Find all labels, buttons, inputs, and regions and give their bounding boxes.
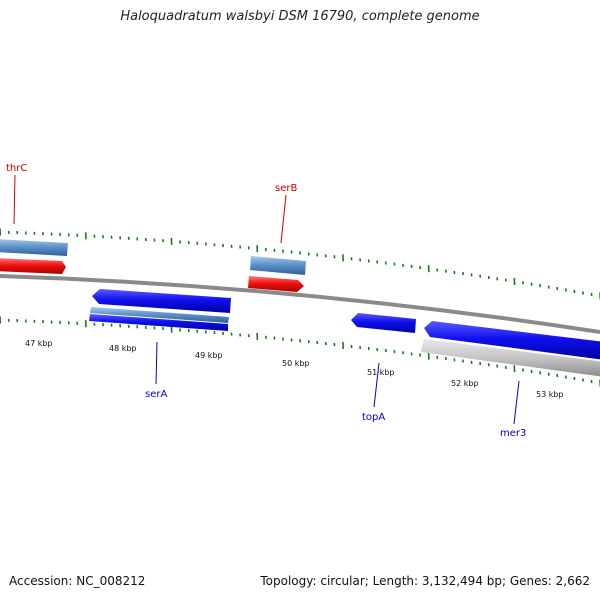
scale-label-50kbp: 50 kbp (282, 359, 310, 368)
serA-leader-line (155, 341, 158, 385)
gene-label-topA[interactable]: topA (362, 412, 385, 423)
serB-leader-line (280, 194, 287, 244)
gene-serA-feature[interactable] (90, 307, 229, 323)
scale-label-51kbp: 51 kbp (367, 368, 395, 377)
genome-title: Haloquadratum walsbyi DSM 16790, complet… (120, 9, 480, 24)
gene-mer3-feature[interactable] (421, 339, 600, 377)
cds-serB-feature[interactable] (248, 276, 304, 292)
tick-marks-inner (0, 316, 600, 387)
gene-thrC-feature[interactable] (0, 239, 68, 256)
gene-label-serB[interactable]: serB (275, 183, 297, 194)
scale-label-53kbp: 53 kbp (536, 390, 564, 399)
scale-label-48kbp: 48 kbp (109, 344, 137, 353)
mer3-leader-line (513, 380, 520, 425)
thrC-leader-line (13, 174, 16, 225)
cds-topA-feature[interactable] (351, 313, 416, 333)
accession-text: Accession: NC_008212 (9, 574, 146, 588)
scale-label-52kbp: 52 kbp (451, 379, 479, 388)
tick-marks-outer (0, 228, 600, 300)
cds-serA-lower-feature[interactable] (89, 314, 228, 331)
gene-label-serA[interactable]: serA (145, 389, 167, 400)
scale-label-49kbp: 49 kbp (195, 351, 223, 360)
genome-summary-text: Topology: circular; Length: 3,132,494 bp… (260, 574, 590, 588)
scale-label-47kbp: 47 kbp (25, 339, 53, 348)
cds-thrC-feature[interactable] (0, 258, 66, 274)
cds-serA-feature[interactable] (92, 289, 231, 313)
topA-leader-line (373, 362, 380, 408)
gene-serB-feature[interactable] (250, 256, 306, 275)
cds-mer3-feature[interactable] (424, 321, 600, 360)
genome-backbone (0, 274, 600, 334)
gene-label-mer3[interactable]: mer3 (500, 428, 526, 439)
gene-label-thrC[interactable]: thrC (6, 163, 27, 174)
